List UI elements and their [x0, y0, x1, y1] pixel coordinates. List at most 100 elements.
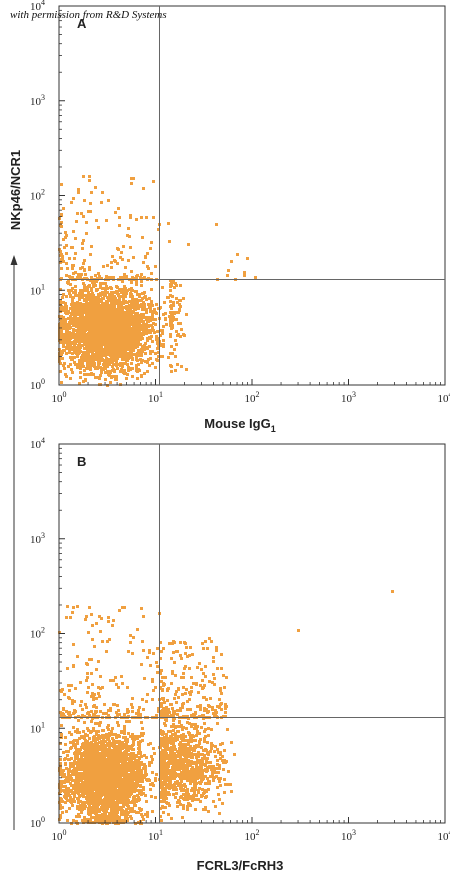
panel-b-dot: [118, 742, 121, 745]
panel-b-dot: [128, 801, 131, 804]
panel-a-dot: [85, 221, 88, 224]
panel-b-dot: [63, 758, 66, 761]
panel-a-x-tick-label: 102: [245, 390, 260, 405]
panel-a-dot: [148, 345, 151, 348]
panel-a-dot: [106, 309, 109, 312]
panel-a-dot: [91, 292, 94, 295]
panel-a-dot: [82, 262, 85, 265]
panel-b-dot: [109, 752, 112, 755]
panel-a-dot: [74, 308, 77, 311]
panel-a-dot: [170, 370, 173, 373]
panel-a-dot: [90, 372, 93, 375]
panel-b-dot: [95, 730, 98, 733]
panel-a-dot: [125, 317, 128, 320]
panel-a-dot: [171, 295, 174, 298]
panel-a-dot: [94, 321, 97, 324]
panel-a-dot: [121, 370, 124, 373]
panel-a-dot: [236, 253, 239, 256]
panel-b-dot: [61, 800, 64, 803]
panel-a-dot: [97, 344, 100, 347]
panel-a-dot: [90, 276, 93, 279]
panel-a-dot: [89, 325, 92, 328]
panel-a-dot: [65, 308, 68, 311]
panel-b-dot: [136, 783, 139, 786]
panel-a-dot: [127, 330, 130, 333]
panel-a-dot: [178, 303, 181, 306]
panel-b-dot: [72, 726, 75, 729]
panel-a-dot: [175, 343, 178, 346]
panel-b-dot: [129, 764, 132, 767]
panel-a-dot: [118, 296, 121, 299]
panel-a-dot: [106, 316, 109, 319]
panel-a-dot: [95, 280, 98, 283]
panel-b-dot: [110, 767, 113, 770]
panel-b-dot: [111, 737, 114, 740]
panel-a-dot: [140, 317, 143, 320]
panel-a-dot: [72, 296, 75, 299]
panel-a-dot: [169, 289, 172, 292]
panel-a-dot: [89, 210, 92, 213]
panel-a-dot: [98, 359, 101, 362]
panel-a-dot: [142, 304, 145, 307]
panel-b-dot: [68, 768, 71, 771]
panel-a-dot: [109, 318, 112, 321]
panel-a-dot: [84, 273, 87, 276]
panel-b-dot: [150, 755, 153, 758]
panel-a-dot: [118, 348, 121, 351]
panel-a-dot: [108, 327, 111, 330]
panel-a-dot: [94, 328, 97, 331]
panel-a-dot: [124, 266, 127, 269]
panel-a-dot: [151, 350, 154, 353]
panel-a-dot: [110, 357, 113, 360]
panel-a-dot: [108, 363, 111, 366]
panel-a-dot: [141, 307, 144, 310]
panel-a-dot: [76, 350, 79, 353]
panel-a-dot: [135, 366, 138, 369]
panel-a-dot: [107, 314, 110, 317]
panel-a-dot: [109, 297, 112, 300]
panel-a-dot: [132, 301, 135, 304]
panel-b-dot: [123, 786, 126, 789]
panel-b-dot: [80, 735, 83, 738]
panel-a-dot: [130, 287, 133, 290]
panel-a-dot: [107, 297, 110, 300]
panel-b-dot: [81, 743, 84, 746]
panel-a-dot: [127, 348, 130, 351]
panel-b-dot: [120, 791, 123, 794]
panel-a-dot: [91, 344, 94, 347]
panel-a-dot: [104, 293, 107, 296]
panel-a-dot: [95, 314, 98, 317]
panel-b-dot: [104, 810, 107, 813]
panel-b-dot: [140, 793, 143, 796]
panel-a-dot: [96, 367, 99, 370]
panel-b-dot: [118, 794, 121, 797]
panel-a-dot: [64, 341, 67, 344]
panel-b-dot: [134, 778, 137, 781]
panel-a-dot: [182, 297, 185, 300]
panel-a-dot: [105, 219, 108, 222]
panel-a-dot: [90, 245, 93, 248]
panel-a-dot: [116, 262, 119, 265]
panel-b-dot: [93, 751, 96, 754]
panel-a-dot: [74, 289, 77, 292]
panel-a-dot: [93, 365, 96, 368]
panel-b-dot: [83, 816, 86, 819]
panel-a-dot: [111, 316, 114, 319]
panel-a-dot: [85, 297, 88, 300]
panel-b-dot: [101, 742, 104, 745]
panel-a-dot: [121, 280, 124, 283]
panel-a-dot: [89, 345, 92, 348]
panel-a-dot: [85, 344, 88, 347]
panel-a-dot: [99, 366, 102, 369]
panel-a-dot: [130, 330, 133, 333]
panel-a-dot: [116, 347, 119, 350]
panel-a-dot: [101, 287, 104, 290]
panel-a-dot: [127, 311, 130, 314]
panel-a-dot: [95, 317, 98, 320]
panel-b-dot: [88, 737, 91, 740]
panel-a-dot: [130, 270, 133, 273]
panel-b-dot: [79, 748, 82, 751]
panel-a-dot: [106, 264, 109, 267]
panel-b-dot: [59, 807, 62, 810]
panel-a-dot: [180, 328, 183, 331]
